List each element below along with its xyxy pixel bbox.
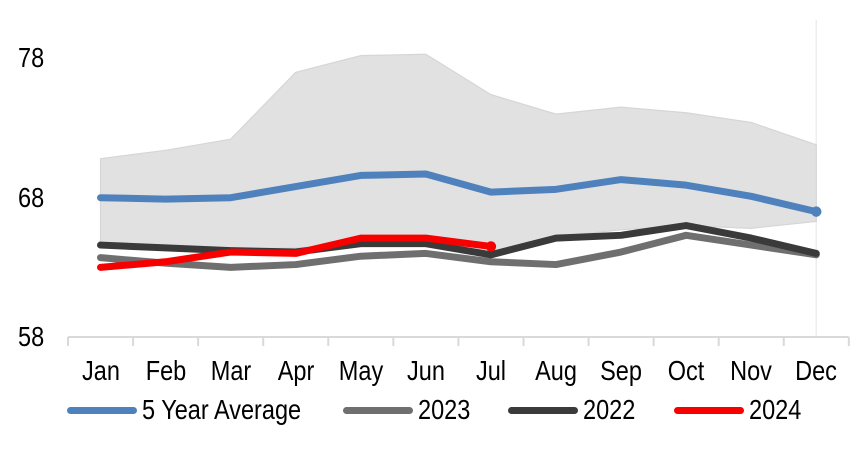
x-axis-month-label: Apr — [277, 355, 314, 386]
legend-item-2024: 2024 — [674, 394, 811, 426]
legend-item-5-year-average: 5 Year Average — [67, 394, 331, 426]
x-axis-month-label: Aug — [535, 355, 577, 386]
range-band-area — [99, 53, 817, 255]
series-line-5-year-average — [97, 170, 820, 216]
x-axis-month-label: Dec — [795, 355, 838, 386]
x-axis-month-label: Feb — [145, 355, 186, 386]
x-axis-month-label: Jun — [406, 355, 445, 386]
series-end-marker-5-year-average — [811, 206, 822, 217]
x-axis-month-label: Mar — [210, 355, 251, 386]
x-axis-month-label: Jul — [475, 355, 506, 386]
legend-label: 2023 — [418, 394, 471, 425]
legend-swatch-2023 — [343, 406, 413, 414]
legend-swatch-5-year-average — [67, 406, 137, 414]
series-line-2024 — [97, 234, 495, 271]
x-axis-month-label: Jan — [81, 355, 120, 386]
y-axis-tick-label: 78 — [18, 42, 45, 74]
legend-label: 2022 — [583, 394, 636, 425]
legend-label: 2024 — [749, 394, 802, 425]
x-axis-month-label: Oct — [667, 355, 705, 386]
legend-item-2023: 2023 — [343, 394, 480, 426]
x-axis-month-label: Sep — [600, 355, 642, 386]
chart-legend: 5 Year Average 2023 2022 2024 — [0, 394, 852, 426]
y-axis-tick-label: 58 — [18, 321, 45, 352]
y-axis-tick-label: 68 — [18, 181, 45, 213]
series-line-2023 — [97, 231, 820, 271]
legend-swatch-2022 — [508, 406, 578, 414]
legend-label: 5 Year Average — [142, 394, 302, 425]
x-axis-month-label: May — [338, 355, 383, 386]
x-axis-month-label: Nov — [730, 355, 773, 386]
legend-item-2022: 2022 — [508, 394, 645, 426]
legend-swatch-2024 — [674, 406, 744, 414]
series-end-marker-2024 — [485, 241, 497, 252]
